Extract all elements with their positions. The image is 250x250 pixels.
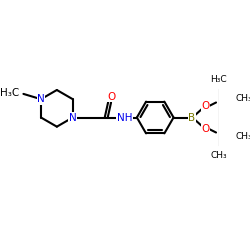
- Text: O: O: [108, 92, 116, 102]
- Text: CH₃: CH₃: [235, 132, 250, 141]
- Text: CH₃: CH₃: [235, 94, 250, 103]
- Text: H₃C: H₃C: [0, 88, 19, 98]
- Text: O: O: [201, 101, 209, 111]
- Text: NH: NH: [117, 112, 132, 122]
- Text: O: O: [201, 124, 209, 134]
- Text: N: N: [69, 112, 76, 122]
- Text: B: B: [188, 112, 196, 122]
- Text: CH₃: CH₃: [210, 151, 227, 160]
- Text: H₃C: H₃C: [210, 75, 227, 84]
- Text: N: N: [37, 94, 45, 104]
